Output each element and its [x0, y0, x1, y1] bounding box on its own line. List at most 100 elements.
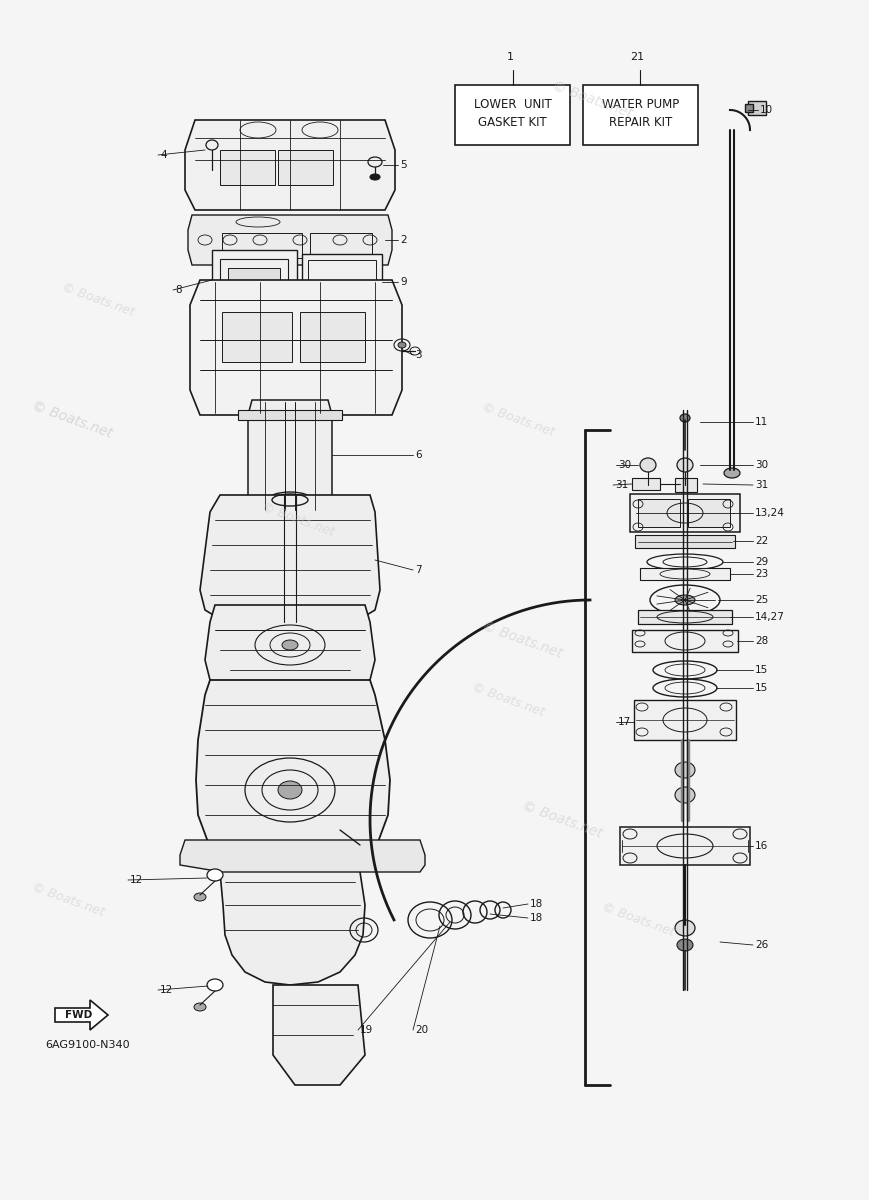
- Ellipse shape: [398, 342, 406, 348]
- Ellipse shape: [677, 938, 693, 950]
- Bar: [632, 630, 738, 652]
- Polygon shape: [273, 985, 365, 1085]
- Polygon shape: [220, 854, 365, 985]
- Text: 22: 22: [755, 536, 768, 546]
- Bar: [308, 260, 376, 296]
- Text: 12: 12: [160, 985, 173, 995]
- Text: 1: 1: [507, 52, 514, 62]
- Text: 17: 17: [618, 716, 631, 727]
- Ellipse shape: [207, 869, 223, 881]
- Text: © Boats.net: © Boats.net: [260, 500, 336, 539]
- Text: 21: 21: [630, 52, 644, 62]
- Ellipse shape: [282, 640, 298, 650]
- Text: 6AG9100-N340: 6AG9100-N340: [45, 1040, 129, 1050]
- Text: FWD: FWD: [65, 1010, 92, 1020]
- Bar: [634, 700, 736, 740]
- Bar: [238, 505, 342, 515]
- Bar: [638, 499, 680, 527]
- Bar: [688, 499, 730, 527]
- Text: 18: 18: [530, 899, 543, 910]
- Text: © Boats.net: © Boats.net: [480, 401, 556, 439]
- Ellipse shape: [680, 414, 690, 422]
- Text: © Boats.net: © Boats.net: [550, 79, 634, 121]
- Text: 31: 31: [615, 480, 628, 490]
- Polygon shape: [180, 840, 425, 872]
- Text: 15: 15: [755, 665, 768, 674]
- Bar: [748, 101, 766, 115]
- Text: © Boats.net: © Boats.net: [60, 281, 136, 319]
- Ellipse shape: [278, 781, 302, 799]
- Text: 15: 15: [755, 683, 768, 692]
- Text: © Boats.net: © Boats.net: [520, 799, 604, 841]
- Text: 25: 25: [755, 595, 768, 605]
- Bar: [228, 268, 280, 290]
- Bar: [635, 535, 735, 548]
- Text: 12: 12: [130, 875, 143, 886]
- Text: 4: 4: [160, 150, 167, 160]
- Polygon shape: [185, 120, 395, 210]
- Bar: [222, 312, 292, 362]
- Ellipse shape: [675, 920, 695, 936]
- Text: © Boats.net: © Boats.net: [30, 881, 106, 919]
- Text: 29: 29: [755, 557, 768, 566]
- Text: WATER PUMP: WATER PUMP: [602, 98, 680, 112]
- Text: 11: 11: [755, 416, 768, 427]
- Bar: [300, 312, 365, 362]
- Text: 23: 23: [755, 569, 768, 578]
- Text: 9: 9: [400, 277, 407, 287]
- Polygon shape: [55, 1000, 108, 1030]
- Bar: [238, 410, 342, 420]
- Ellipse shape: [370, 174, 380, 180]
- Bar: [638, 610, 732, 624]
- Text: 14,27: 14,27: [755, 612, 785, 622]
- Text: 30: 30: [618, 460, 631, 470]
- Polygon shape: [248, 400, 332, 512]
- Text: 5: 5: [400, 160, 407, 170]
- Polygon shape: [205, 605, 375, 695]
- Polygon shape: [188, 215, 392, 265]
- Text: 2: 2: [400, 235, 407, 245]
- Bar: [632, 478, 660, 490]
- Ellipse shape: [675, 762, 695, 778]
- Text: 10: 10: [760, 104, 773, 115]
- Ellipse shape: [675, 787, 695, 803]
- Text: © Boats.net: © Boats.net: [480, 619, 564, 661]
- Text: 28: 28: [755, 636, 768, 646]
- Bar: [278, 150, 333, 185]
- Bar: [583, 85, 698, 145]
- Text: 20: 20: [415, 1025, 428, 1034]
- Text: 6: 6: [415, 450, 421, 460]
- Ellipse shape: [194, 1003, 206, 1010]
- Text: REPAIR KIT: REPAIR KIT: [609, 116, 672, 130]
- Text: 16: 16: [755, 841, 768, 851]
- Text: 3: 3: [415, 350, 421, 360]
- Text: 31: 31: [755, 480, 768, 490]
- Text: © Boats.net: © Boats.net: [470, 680, 546, 719]
- Bar: [212, 250, 297, 305]
- Ellipse shape: [207, 979, 223, 991]
- Polygon shape: [200, 494, 380, 622]
- Polygon shape: [190, 280, 402, 415]
- Text: 30: 30: [755, 460, 768, 470]
- Text: 19: 19: [360, 1025, 374, 1034]
- Bar: [640, 568, 730, 580]
- Text: GASKET KIT: GASKET KIT: [478, 116, 547, 130]
- Text: © Boats.net: © Boats.net: [30, 398, 115, 442]
- Text: LOWER  UNIT: LOWER UNIT: [474, 98, 552, 112]
- Bar: [675, 478, 697, 492]
- Text: 18: 18: [530, 913, 543, 923]
- Ellipse shape: [677, 458, 693, 472]
- Ellipse shape: [724, 468, 740, 478]
- Bar: [220, 259, 288, 296]
- Bar: [455, 85, 570, 145]
- Text: 13,24: 13,24: [755, 508, 785, 518]
- Text: 7: 7: [415, 565, 421, 575]
- Ellipse shape: [675, 595, 695, 605]
- Bar: [630, 494, 740, 532]
- Text: 26: 26: [755, 940, 768, 950]
- Ellipse shape: [357, 842, 367, 850]
- Bar: [302, 254, 382, 302]
- Text: © Boats.net: © Boats.net: [600, 901, 676, 940]
- Bar: [620, 827, 750, 865]
- Ellipse shape: [640, 458, 656, 472]
